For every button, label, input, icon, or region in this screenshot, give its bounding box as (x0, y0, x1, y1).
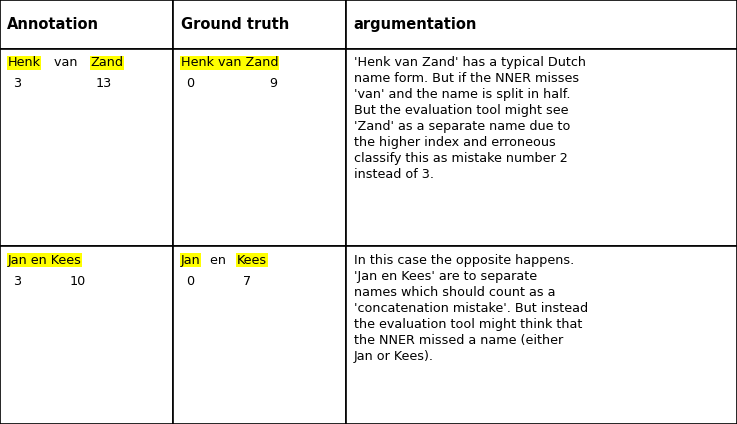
Bar (173, 0, 346, 49)
Bar (346, 49, 737, 246)
Bar (346, 246, 737, 424)
Text: Kees: Kees (237, 254, 267, 267)
Text: 9: 9 (269, 78, 277, 90)
Bar (346, 0, 737, 49)
Text: 0: 0 (186, 275, 195, 287)
Text: 7: 7 (243, 275, 251, 287)
Text: en: en (206, 254, 230, 267)
Text: In this case the opposite happens.
'Jan en Kees' are to separate
names which sho: In this case the opposite happens. 'Jan … (354, 254, 588, 363)
Bar (0, 246, 173, 424)
Text: Annotation: Annotation (7, 17, 99, 32)
Text: argumentation: argumentation (354, 17, 477, 32)
Text: 3: 3 (13, 275, 21, 287)
Text: 0: 0 (186, 78, 195, 90)
Text: 10: 10 (70, 275, 86, 287)
Bar (0, 0, 173, 49)
Bar (173, 49, 346, 246)
Text: van: van (50, 56, 82, 70)
Text: Zand: Zand (91, 56, 124, 70)
Text: Jan en Kees: Jan en Kees (7, 254, 81, 267)
Text: 13: 13 (96, 78, 112, 90)
Text: Henk: Henk (7, 56, 41, 70)
Text: Henk van Zand: Henk van Zand (181, 56, 278, 70)
Bar (0, 49, 173, 246)
Text: Ground truth: Ground truth (181, 17, 289, 32)
Text: 'Henk van Zand' has a typical Dutch
name form. But if the NNER misses
'van' and : 'Henk van Zand' has a typical Dutch name… (354, 56, 586, 181)
Bar (173, 246, 346, 424)
Text: Jan: Jan (181, 254, 200, 267)
Text: 3: 3 (13, 78, 21, 90)
